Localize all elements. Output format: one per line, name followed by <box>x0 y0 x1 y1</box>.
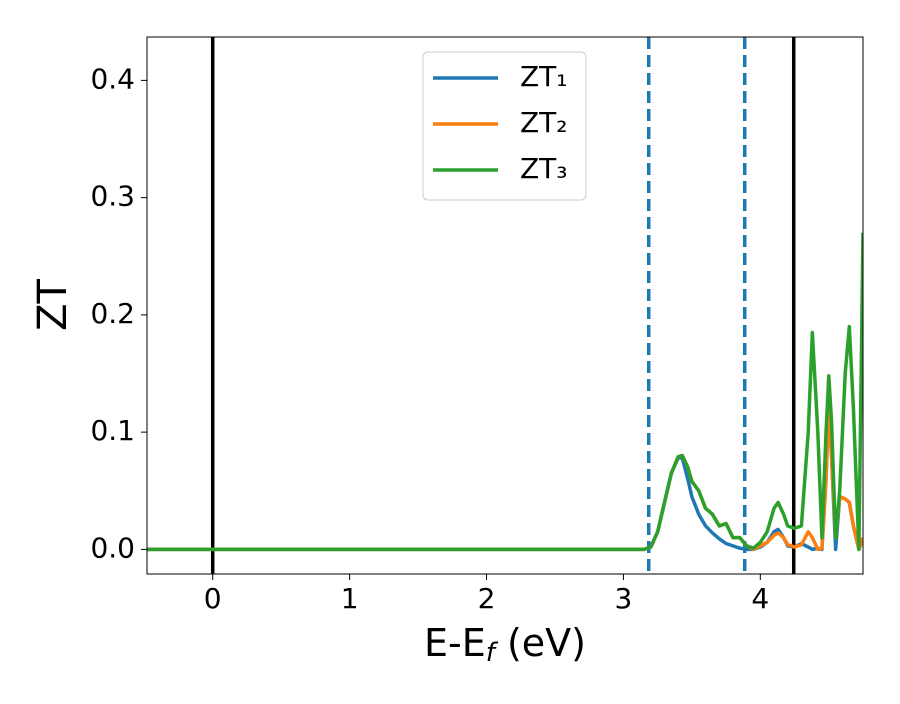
x-axis-label: E-Ef (eV) <box>424 621 586 668</box>
legend-label: ZT₂ <box>520 106 568 139</box>
y-axis-label: ZT <box>30 279 76 331</box>
plot-frame <box>146 36 864 575</box>
legend: ZT₁ ZT₂ ZT₃ <box>422 51 587 201</box>
plot-area <box>147 37 863 574</box>
y-tick-label: 0.0 <box>90 531 135 564</box>
y-tick-label: 0.3 <box>90 180 135 213</box>
x-tick-label: 0 <box>204 582 222 615</box>
y-tick-label: 0.1 <box>90 414 135 447</box>
legend-box <box>422 51 587 201</box>
x-tick-label: 3 <box>615 582 633 615</box>
y-tick-label: 0.2 <box>90 297 135 330</box>
x-tick-label: 2 <box>478 582 496 615</box>
x-label-main: E-E <box>424 621 486 665</box>
y-tick-label: 0.4 <box>90 62 135 95</box>
legend-label: ZT₃ <box>520 152 568 185</box>
legend-label: ZT₁ <box>520 60 568 93</box>
x-tick-label: 1 <box>341 582 359 615</box>
x-tick-label: 4 <box>751 582 769 615</box>
series-line <box>147 232 863 552</box>
x-label-unit: (eV) <box>495 621 586 665</box>
